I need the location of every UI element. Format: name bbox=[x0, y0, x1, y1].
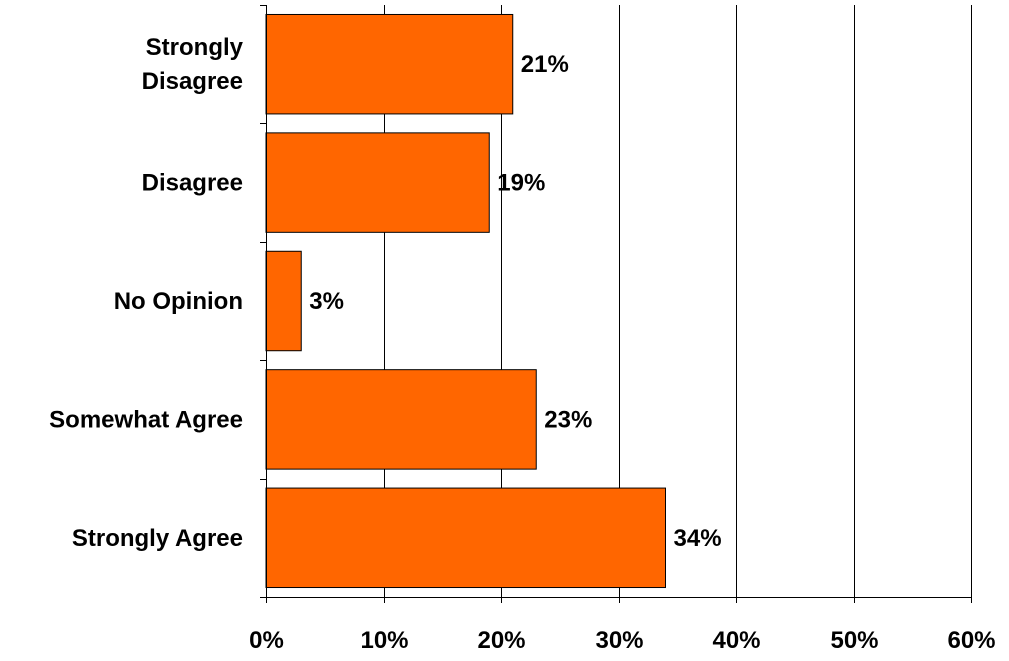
category-label-somewhat-agree: Somewhat Agree bbox=[49, 406, 243, 433]
category-label-no-opinion: No Opinion bbox=[114, 288, 243, 315]
category-label-strongly-agree: Strongly Agree bbox=[72, 525, 243, 552]
x-tick-label-30: 30% bbox=[595, 627, 643, 654]
bar-strongly-agree bbox=[265, 487, 666, 589]
data-label-strongly-disagree: 21% bbox=[521, 51, 569, 78]
bar-somewhat-agree bbox=[265, 369, 537, 470]
data-label-disagree: 19% bbox=[497, 170, 545, 197]
data-label-strongly-agree: 34% bbox=[674, 525, 722, 552]
data-label-no-opinion: 3% bbox=[309, 288, 344, 315]
bars bbox=[265, 13, 666, 589]
axes bbox=[260, 5, 972, 603]
x-tick-label-10: 10% bbox=[360, 627, 408, 654]
bar-no-opinion bbox=[265, 250, 302, 352]
bar-disagree bbox=[265, 132, 490, 233]
x-tick-label-0: 0% bbox=[249, 627, 284, 654]
data-label-somewhat-agree: 23% bbox=[544, 406, 592, 433]
x-tick-label-50: 50% bbox=[830, 627, 878, 654]
x-tick-label-40: 40% bbox=[712, 627, 760, 654]
category-label-strongly-disagree: Strongly Disagree bbox=[142, 34, 244, 95]
category-label-disagree: Disagree bbox=[142, 170, 243, 197]
labels: 21% Strongly Disagree 19% Disagree 3% No Opini… bbox=[49, 34, 995, 654]
x-tick-label-20: 20% bbox=[477, 627, 525, 654]
x-tick-label-60: 60% bbox=[947, 627, 995, 654]
bar-strongly-disagree bbox=[265, 13, 514, 115]
